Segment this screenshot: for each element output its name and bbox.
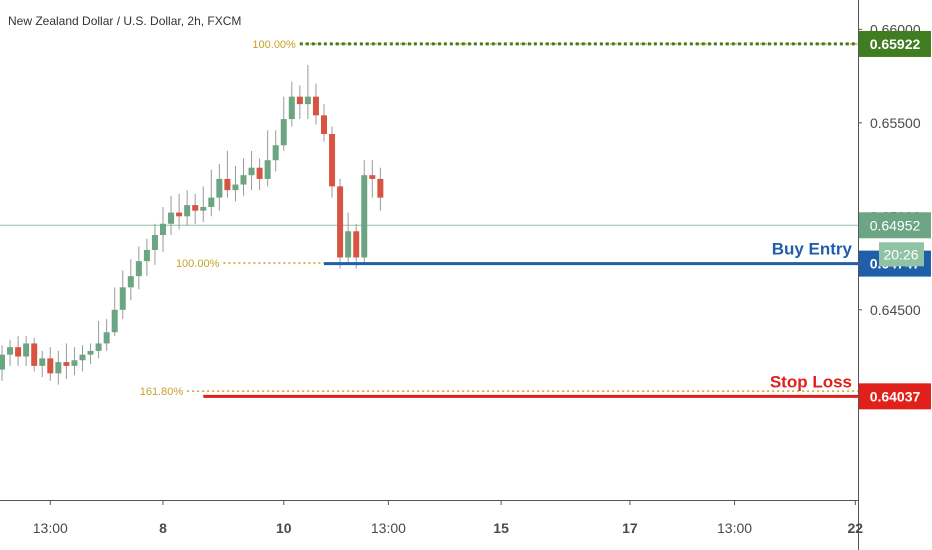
candle-up (240, 175, 247, 185)
candle-up (87, 350, 94, 355)
candle-up (7, 347, 14, 355)
candle-down (224, 178, 231, 191)
candle-down (369, 175, 376, 179)
candle-down (329, 134, 336, 187)
candle-down (31, 343, 38, 366)
candle-up (216, 178, 223, 198)
candle-down (377, 178, 384, 198)
time-tick-label: 15 (493, 520, 509, 536)
time-tick-label: 17 (622, 520, 638, 536)
candle-up (79, 354, 86, 361)
time-tick-label: 10 (276, 520, 292, 536)
candle-up (345, 231, 352, 258)
price-badge (859, 30, 931, 57)
countdown-label: 20:26 (883, 246, 918, 262)
candle-up (208, 197, 215, 207)
candle-up (168, 212, 175, 224)
time-tick-label: 13:00 (371, 520, 406, 536)
candle-up (184, 205, 191, 217)
candle-down (192, 205, 199, 211)
countdown-badge (879, 242, 924, 267)
price-badge-label: 0.64037 (870, 388, 921, 404)
time-tick-label: 8 (159, 520, 167, 536)
current-price-label: 0.64952 (870, 217, 921, 233)
candle-down (47, 358, 54, 374)
candle-up (232, 184, 239, 191)
time-tick-label: 13:00 (33, 520, 68, 536)
time-tick-label: 13:00 (717, 520, 752, 536)
price-badge-label: 0.65922 (870, 36, 921, 52)
current-price-badge (859, 212, 931, 239)
chart-title: New Zealand Dollar / U.S. Dollar, 2h, FX… (8, 14, 242, 28)
candle-up (288, 96, 295, 120)
fib-level-label: 161.80% (140, 386, 184, 398)
candles-group (0, 64, 384, 385)
candle-up (280, 119, 287, 146)
candle-up (0, 354, 5, 370)
candle-down (176, 212, 183, 217)
candle-up (23, 343, 30, 357)
candle-down (296, 96, 303, 105)
fib-level-label: 100.00% (252, 39, 296, 51)
candle-up (143, 249, 150, 262)
candle-down (312, 96, 319, 116)
fib-level-label: 100.00% (176, 258, 220, 270)
candle-up (200, 206, 207, 211)
price-badge (859, 383, 931, 410)
candle-up (103, 332, 110, 344)
candle-up (95, 343, 102, 351)
candle-up (127, 276, 134, 288)
time-tick-label: 22 (848, 520, 864, 536)
candle-up (160, 223, 166, 235)
candle-up (71, 360, 78, 366)
candle-up (264, 160, 271, 179)
candle-up (119, 287, 126, 310)
price-tick-label: 0.65500 (870, 115, 921, 131)
trade-level-annotation: Buy Entry (772, 240, 853, 259)
candle-down (321, 115, 327, 135)
trade-level-annotation: Stop Loss (770, 372, 852, 391)
candle-up (361, 175, 368, 258)
candle-up (135, 261, 142, 277)
candle-up (272, 145, 279, 161)
candle-up (248, 167, 255, 176)
candle-down (15, 347, 22, 357)
candle-down (353, 231, 360, 258)
candle-down (256, 167, 263, 179)
candle-up (304, 96, 311, 105)
candle-up (151, 235, 158, 250)
candle-up (111, 309, 118, 333)
candle-up (55, 362, 62, 374)
candle-down (63, 362, 70, 366)
candle-down (337, 186, 344, 258)
candle-up (39, 358, 46, 366)
price-tick-label: 0.64500 (870, 302, 921, 318)
